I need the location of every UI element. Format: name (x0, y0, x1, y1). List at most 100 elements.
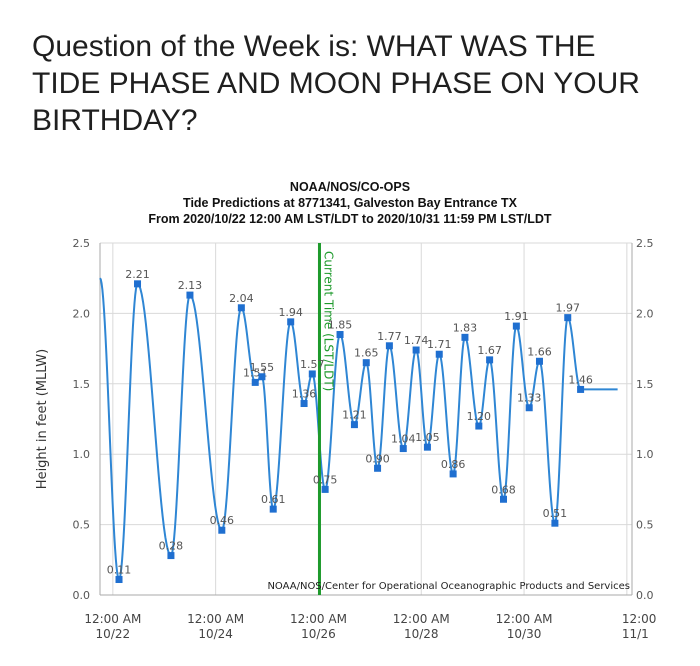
x-tick-date: 10/26 (301, 627, 336, 641)
tide-value-label: 0.11 (107, 564, 132, 577)
x-tick-label: 12:00 AM (84, 612, 141, 626)
tide-value-label: 1.77 (377, 330, 402, 343)
x-tick-date: 10/22 (96, 627, 131, 641)
tide-marker (350, 421, 358, 429)
chart-grid (99, 242, 633, 596)
tide-markers: 0.112.210.282.130.462.041.511.550.611.94… (107, 268, 593, 584)
x-tick-date: 10/28 (404, 627, 439, 641)
tide-marker (287, 318, 295, 326)
tide-marker (300, 400, 308, 408)
tide-curve (99, 277, 618, 582)
y-axis-label: Height in feet (MLLW) (35, 349, 50, 489)
tide-marker (374, 464, 382, 472)
chart-title-block: NOAA/NOS/CO-OPS Tide Predictions at 87713… (148, 180, 552, 226)
tide-value-label: 0.28 (159, 540, 184, 553)
tide-marker (564, 314, 572, 322)
y-axis-ticks: 0.0 0.0 0.5 0.5 1.0 1.0 1.5 1.5 2.0 2.0 2.5 2.5 (73, 237, 654, 602)
tide-value-label: 1.46 (568, 373, 593, 386)
chart-title-line: Tide Predictions at 8771341, Galveston B… (183, 196, 518, 210)
tide-value-label: 1.97 (555, 302, 580, 315)
y-tick-label: 1.5 (73, 378, 91, 391)
tide-marker (512, 322, 520, 330)
tide-marker (551, 519, 559, 527)
y-tick-label-right: 2.5 (636, 237, 654, 250)
tide-value-label: 1.33 (517, 392, 542, 405)
tide-value-label: 1.04 (391, 433, 416, 446)
tide-marker (475, 422, 483, 430)
x-tick-label: 12:00 (622, 612, 657, 626)
tide-value-label: 1.74 (404, 334, 429, 347)
tide-value-label: 1.83 (453, 321, 478, 334)
tide-marker (362, 359, 370, 367)
tide-value-label: 1.91 (504, 310, 529, 323)
tide-marker (237, 304, 245, 312)
y-tick-label-right: 0.0 (636, 589, 654, 602)
x-tick-date: 10/30 (507, 627, 542, 641)
y-tick-label: 2.5 (73, 237, 91, 250)
tide-value-label: 1.71 (427, 338, 452, 351)
tide-marker (449, 470, 457, 478)
chart-title-line: NOAA/NOS/CO-OPS (290, 180, 410, 194)
tide-chart-svg: NOAA/NOS/CO-OPS Tide Predictions at 87713… (35, 180, 656, 641)
tide-value-label: 1.05 (415, 431, 440, 444)
tide-value-label: 1.36 (292, 388, 317, 401)
tide-value-label: 1.21 (342, 409, 367, 422)
y-tick-label: 0.5 (73, 519, 91, 532)
y-tick-label-right: 1.0 (636, 448, 654, 461)
question-heading: Question of the Week is: WHAT WAS THE TI… (32, 30, 640, 137)
tide-marker (115, 576, 123, 584)
y-tick-label-right: 0.5 (636, 519, 654, 532)
x-tick-date: 10/24 (198, 627, 233, 641)
tide-marker (258, 373, 266, 381)
tide-value-label: 2.13 (178, 279, 203, 292)
tide-value-label: 1.85 (328, 319, 353, 332)
tide-value-label: 1.94 (278, 306, 303, 319)
y-tick-label-right: 1.5 (636, 378, 654, 391)
tide-marker (186, 291, 194, 299)
tide-marker (218, 526, 226, 534)
tide-marker (399, 445, 407, 453)
x-tick-label: 12:00 AM (393, 612, 450, 626)
current-time-label: Current Time (LST/LDT) (321, 251, 335, 391)
tide-value-label: 2.04 (229, 292, 254, 305)
tide-line (99, 277, 618, 582)
tide-marker (499, 495, 507, 503)
tide-marker (412, 346, 420, 354)
tide-marker (134, 280, 142, 288)
tide-value-label: 2.21 (125, 268, 150, 281)
tide-marker (525, 404, 533, 412)
tide-marker (167, 552, 175, 560)
tide-value-label: 0.51 (543, 507, 568, 520)
tide-value-label: 0.86 (441, 458, 466, 471)
tide-marker (385, 342, 393, 350)
tide-value-label: 1.20 (467, 410, 492, 423)
chart-credit: NOAA/NOS/Center for Operational Oceanogr… (267, 581, 630, 592)
y-tick-label: 2.0 (73, 307, 91, 320)
tide-marker (423, 443, 431, 451)
tide-value-label: 1.65 (354, 347, 379, 360)
tide-value-label: 0.90 (365, 452, 390, 465)
tide-marker (577, 385, 585, 393)
tide-value-label: 1.66 (527, 345, 552, 358)
x-tick-date: 11/1 (622, 627, 649, 641)
current-time-marker: Current Time (LST/LDT) (317, 243, 335, 595)
y-tick-label: 0.0 (73, 589, 91, 602)
tide-value-label: 0.46 (210, 514, 235, 527)
tide-value-label: 0.61 (261, 493, 286, 506)
tide-marker (308, 370, 316, 378)
tide-value-label: 0.75 (313, 473, 338, 486)
x-tick-label: 12:00 AM (290, 612, 347, 626)
tide-marker (535, 357, 543, 365)
tide-marker (486, 356, 494, 364)
tide-value-label: 1.57 (300, 358, 325, 371)
tide-chart: NOAA/NOS/CO-OPS Tide Predictions at 87713… (0, 175, 700, 666)
tide-marker (435, 350, 443, 358)
tide-marker (336, 331, 344, 339)
y-tick-label-right: 2.0 (636, 307, 654, 320)
tide-marker (251, 378, 259, 386)
tide-marker (269, 505, 277, 513)
tide-value-label: 1.67 (477, 344, 502, 357)
tide-marker (461, 333, 469, 341)
x-tick-label: 12:00 AM (187, 612, 244, 626)
